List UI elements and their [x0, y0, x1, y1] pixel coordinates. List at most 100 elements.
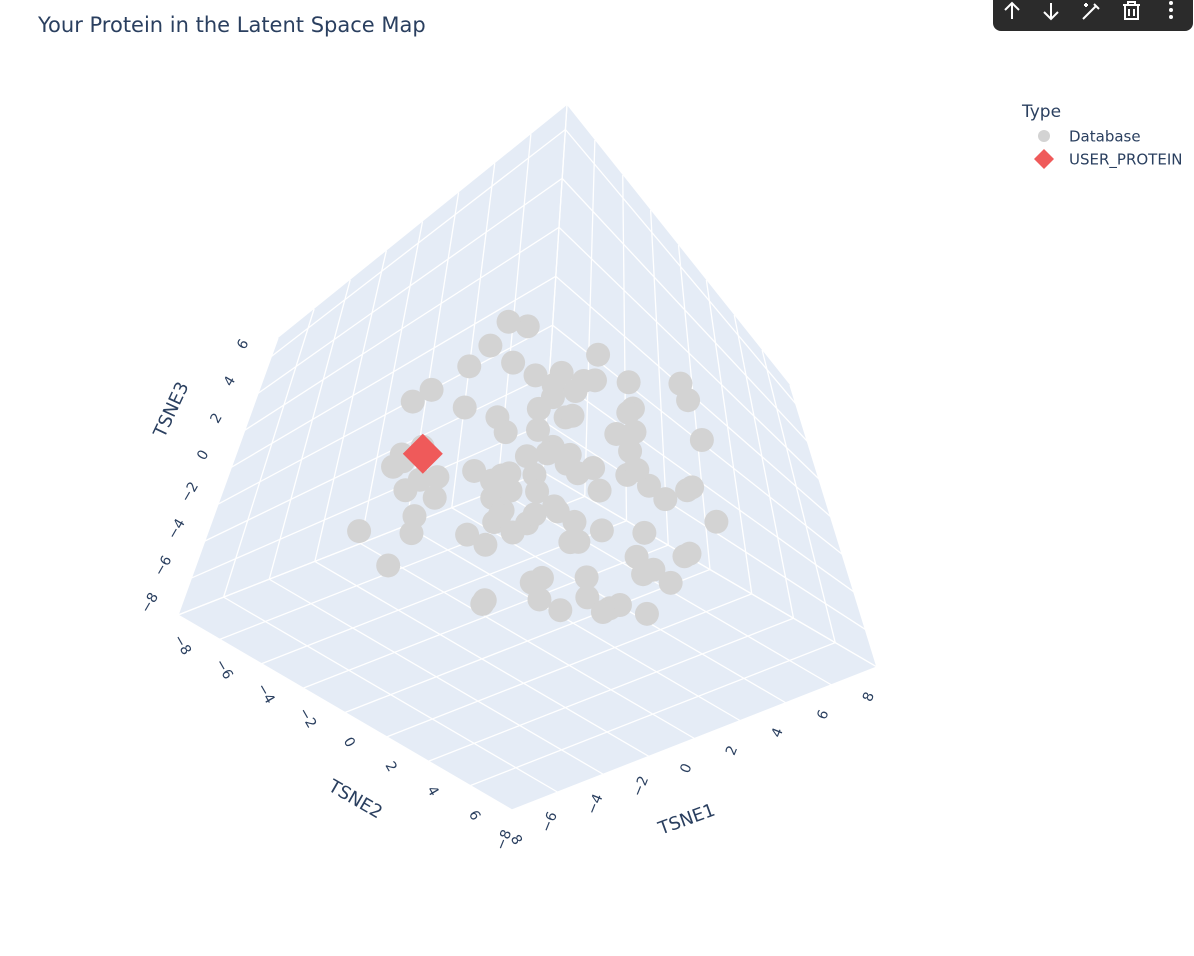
x-tick-label: 6: [814, 708, 832, 722]
database-point: [560, 403, 585, 428]
z-tick-label: −4: [165, 516, 189, 542]
database-point: [581, 456, 606, 481]
database-point: [704, 509, 729, 534]
database-point: [523, 363, 548, 388]
database-point: [522, 502, 547, 527]
x-tick-label: 8: [860, 690, 878, 704]
database-point: [566, 529, 591, 554]
database-point: [589, 518, 614, 543]
database-point: [462, 458, 487, 483]
database-point: [452, 395, 477, 420]
z-tick-label: 0: [194, 447, 212, 463]
database-point: [407, 467, 432, 492]
z-axis-title: TSNE3: [149, 379, 193, 442]
database-point: [586, 342, 611, 367]
database-point: [501, 350, 526, 375]
database-point: [514, 444, 539, 469]
database-point: [402, 504, 427, 529]
x-tick-label: 2: [723, 743, 741, 757]
z-tick-label: −6: [151, 553, 175, 579]
database-point: [376, 553, 401, 578]
database-point: [498, 478, 523, 503]
database-point: [515, 314, 540, 339]
database-point: [622, 419, 647, 444]
database-point: [587, 478, 612, 503]
database-point: [478, 333, 503, 358]
y-axis-title: TSNE2: [324, 775, 386, 823]
z-tick-label: 2: [208, 410, 226, 426]
database-point: [557, 442, 582, 467]
database-point: [689, 427, 714, 452]
database-point: [487, 503, 512, 528]
toolbar: [993, 0, 1193, 31]
y-tick-label: −8: [170, 632, 194, 658]
legend-label: USER_PROTEIN: [1069, 151, 1182, 170]
database-point: [479, 468, 504, 493]
database-point: [677, 541, 702, 566]
database-point: [634, 601, 659, 626]
move-down-button[interactable]: [1043, 3, 1059, 21]
database-point: [604, 421, 629, 446]
z-tick-label: −8: [138, 590, 162, 616]
database-point: [525, 479, 550, 504]
database-point: [616, 400, 641, 425]
x-tick-label: −6: [538, 809, 561, 834]
database-point: [526, 396, 551, 421]
database-point: [541, 373, 566, 398]
database-point: [574, 565, 599, 590]
database-point: [618, 439, 643, 464]
y-tick-label: −2: [295, 705, 319, 731]
database-point: [526, 417, 550, 442]
database-point: [575, 585, 600, 610]
database-point: [455, 522, 480, 547]
more-button[interactable]: [1169, 1, 1173, 19]
z-grid-line: [270, 128, 797, 405]
x-axis-title: TSNE1: [655, 800, 718, 840]
z-tick-label: −2: [178, 479, 202, 505]
database-point: [562, 509, 587, 534]
database-point: [419, 377, 444, 402]
database-point: [347, 519, 372, 544]
delete-button[interactable]: [1123, 1, 1140, 20]
database-point: [563, 379, 588, 404]
z-grid-line: [244, 226, 820, 480]
database-point: [658, 570, 683, 595]
database-point: [676, 388, 701, 413]
z-grid-line: [217, 324, 843, 555]
database-point: [542, 494, 567, 519]
x-tick-label: 4: [769, 726, 787, 740]
x-tick-label: −2: [630, 774, 653, 799]
z-grid-line: [257, 177, 808, 442]
legend-symbol: [1038, 130, 1050, 142]
legend-symbol: [1034, 149, 1054, 169]
database-point: [400, 389, 425, 414]
z-tick-label: 6: [234, 337, 252, 353]
x-tick-label: −8: [493, 827, 516, 852]
database-point: [548, 598, 573, 623]
database-point: [470, 591, 495, 616]
database-point: [493, 420, 518, 445]
toolbar-background: [993, 0, 1193, 31]
database-point: [422, 485, 447, 510]
x-tick-label: −4: [584, 792, 607, 817]
database-point: [529, 565, 554, 590]
move-up-button[interactable]: [1004, 1, 1020, 19]
legend: Database USER_PROTEIN: [1034, 128, 1182, 170]
y-tick-label: 4: [423, 783, 441, 799]
database-point: [680, 475, 705, 500]
database-point: [457, 354, 482, 379]
database-point: [527, 587, 552, 612]
database-point: [632, 520, 657, 545]
database-point: [631, 562, 656, 587]
user-protein-point: [402, 433, 443, 474]
edit-button[interactable]: [1082, 3, 1100, 20]
database-point: [616, 370, 641, 395]
database-point: [535, 441, 560, 466]
database-point: [500, 520, 525, 545]
database-point: [625, 458, 650, 483]
y-tick-label: 2: [382, 759, 400, 775]
y-tick-label: −4: [253, 681, 277, 707]
y-tick-label: 0: [340, 735, 358, 751]
database-point: [496, 309, 521, 334]
